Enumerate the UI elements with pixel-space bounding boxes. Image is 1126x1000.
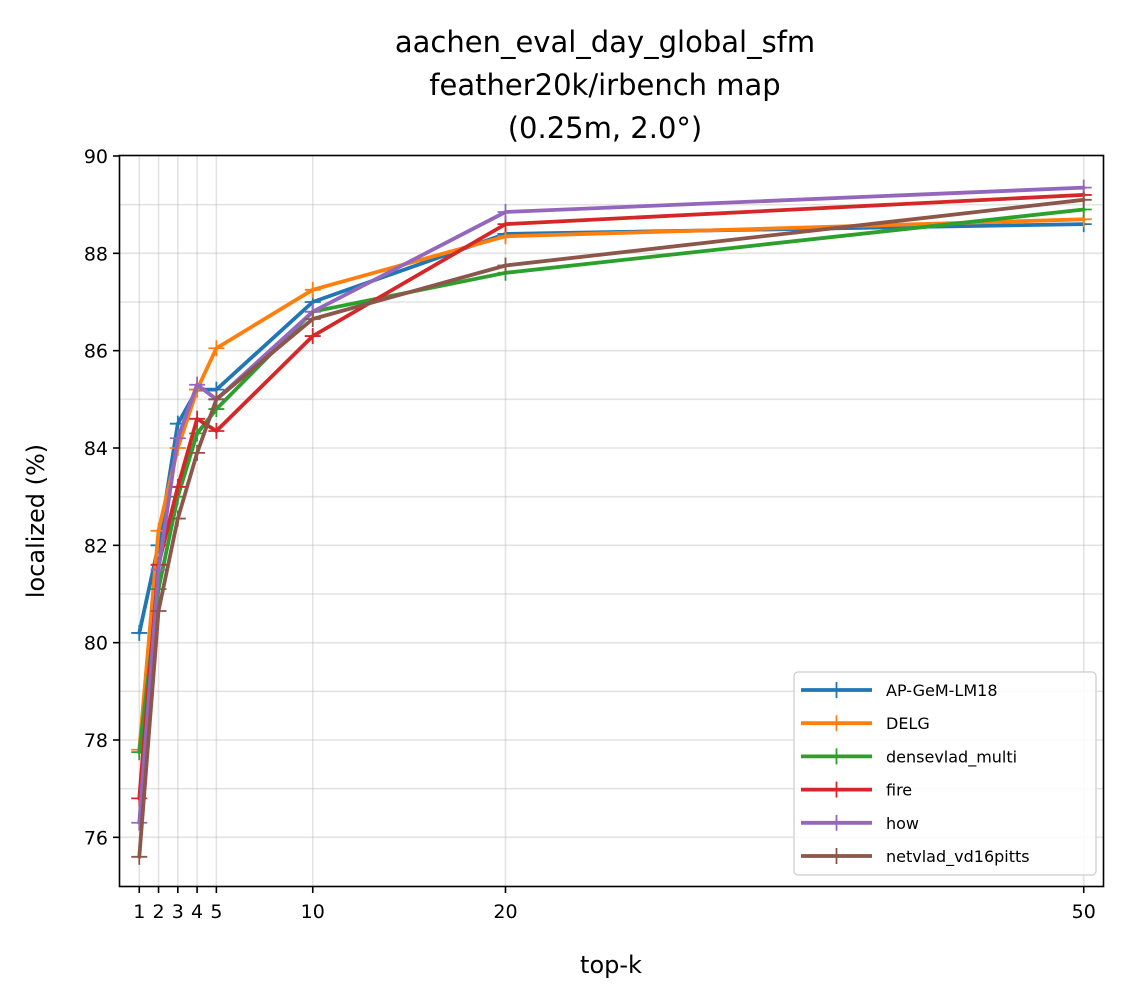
x-tick-label: 5 xyxy=(210,901,222,923)
data-point xyxy=(189,410,206,427)
series-line-how xyxy=(137,185,1086,825)
data-point xyxy=(131,848,148,865)
y-tick-label: 84 xyxy=(84,438,108,460)
chart-title: aachen_eval_day_global_sfm feather20k/ir… xyxy=(395,25,815,145)
legend-entry: how xyxy=(801,814,919,833)
y-tick-label: 88 xyxy=(84,243,108,265)
legend-entry: AP-GeM-LM18 xyxy=(801,681,998,700)
chart-title-line-3: (0.25m, 2.0°) xyxy=(508,111,703,145)
y-tick-label: 90 xyxy=(84,146,108,168)
x-tick-label: 20 xyxy=(493,901,517,923)
y-axis-ticks: 76 78 80 82 84 86 88 90 xyxy=(84,146,120,849)
legend-label: fire xyxy=(886,781,912,800)
legend-entry: fire xyxy=(801,781,912,800)
legend-label: AP-GeM-LM18 xyxy=(886,681,998,700)
x-tick-label: 50 xyxy=(1072,901,1096,923)
data-point xyxy=(131,814,148,831)
data-point xyxy=(1075,191,1092,208)
data-point xyxy=(304,281,321,298)
x-tick-label: 4 xyxy=(191,901,203,923)
y-tick-label: 78 xyxy=(84,730,108,752)
x-tick-label: 1 xyxy=(133,901,145,923)
series-line-AP-GeM-LM18 xyxy=(137,222,1086,635)
data-point xyxy=(304,328,321,345)
data-point xyxy=(169,510,186,527)
series-lines xyxy=(131,179,1092,865)
y-tick-label: 82 xyxy=(84,535,108,557)
data-point xyxy=(208,391,225,408)
x-axis-label: top-k xyxy=(580,951,642,979)
legend-box xyxy=(793,671,1097,876)
chart-title-line-1: aachen_eval_day_global_sfm xyxy=(395,25,815,59)
legend-label: how xyxy=(886,814,919,833)
x-axis-ticks: 1 2 3 4 5 10 20 50 xyxy=(133,886,1096,923)
data-point xyxy=(150,561,167,578)
data-point xyxy=(131,624,148,641)
series-line-DELG xyxy=(137,217,1086,752)
series-line-densevlad_multi xyxy=(137,207,1086,755)
y-tick-label: 80 xyxy=(84,633,108,655)
series-AP-GeM-LM18 xyxy=(131,216,1092,641)
plot-frame xyxy=(118,154,1105,888)
y-tick-label: 86 xyxy=(84,341,108,363)
chart-title-line-2: feather20k/irbench map xyxy=(429,68,780,102)
data-point xyxy=(169,430,186,447)
x-tick-label: 2 xyxy=(153,901,165,923)
data-point xyxy=(208,422,225,439)
data-point xyxy=(304,311,321,328)
series-netvlad_vd16pitts xyxy=(131,191,1092,865)
legend-entry: netvlad_vd16pitts xyxy=(801,847,1030,867)
x-tick-label: 10 xyxy=(301,901,325,923)
legend-label: netvlad_vd16pitts xyxy=(886,847,1030,867)
legend-entry: densevlad_multi xyxy=(801,747,1017,767)
data-point xyxy=(189,444,206,461)
data-point xyxy=(208,340,225,357)
data-point xyxy=(497,257,514,274)
legend-entry: DELG xyxy=(801,714,930,733)
grid xyxy=(120,156,1103,886)
y-tick-label: 76 xyxy=(84,827,108,849)
data-point xyxy=(189,376,206,393)
y-axis-label: localized (%) xyxy=(22,444,50,598)
x-tick-label: 3 xyxy=(172,901,184,923)
data-point xyxy=(497,203,514,220)
data-point xyxy=(150,603,167,620)
legend-label: densevlad_multi xyxy=(886,747,1017,767)
series-line-netvlad_vd16pitts xyxy=(137,197,1086,859)
legend-label: DELG xyxy=(886,714,930,733)
